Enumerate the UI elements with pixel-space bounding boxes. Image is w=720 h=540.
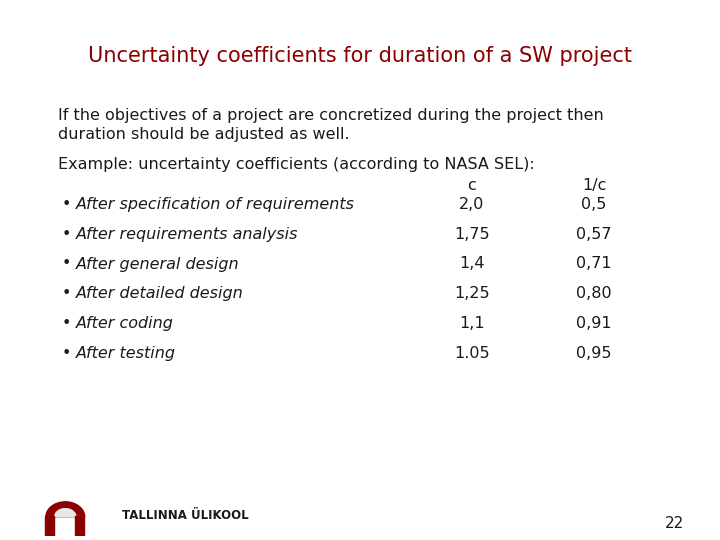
Text: Example: uncertainty coefficients (according to NASA SEL):: Example: uncertainty coefficients (accor… bbox=[58, 157, 534, 172]
Text: c: c bbox=[467, 178, 476, 193]
Text: •: • bbox=[61, 197, 71, 212]
Text: After specification of requirements: After specification of requirements bbox=[76, 197, 355, 212]
Text: TALLINNA ÜLIKOOL: TALLINNA ÜLIKOOL bbox=[122, 509, 249, 522]
Text: After requirements analysis: After requirements analysis bbox=[76, 227, 298, 242]
Text: If the objectives of a project are concretized during the project then: If the objectives of a project are concr… bbox=[58, 108, 603, 123]
Text: duration should be adjusted as well.: duration should be adjusted as well. bbox=[58, 127, 349, 142]
Text: After detailed design: After detailed design bbox=[76, 286, 243, 301]
Text: 22: 22 bbox=[665, 516, 684, 531]
Text: 2,0: 2,0 bbox=[459, 197, 485, 212]
Text: 0,80: 0,80 bbox=[576, 286, 612, 301]
Text: •: • bbox=[61, 316, 71, 331]
Text: 0,91: 0,91 bbox=[576, 316, 612, 331]
Text: 1,1: 1,1 bbox=[459, 316, 485, 331]
Text: •: • bbox=[61, 227, 71, 242]
Text: •: • bbox=[61, 286, 71, 301]
Text: 0,71: 0,71 bbox=[576, 256, 612, 272]
Text: 1,4: 1,4 bbox=[459, 256, 485, 272]
Text: After general design: After general design bbox=[76, 256, 239, 272]
Text: •: • bbox=[61, 346, 71, 361]
Text: After coding: After coding bbox=[76, 316, 174, 331]
Text: After testing: After testing bbox=[76, 346, 176, 361]
Text: 1,75: 1,75 bbox=[454, 227, 490, 242]
Text: 0,5: 0,5 bbox=[581, 197, 607, 212]
Text: 1/c: 1/c bbox=[582, 178, 606, 193]
Text: 1,25: 1,25 bbox=[454, 286, 490, 301]
Text: 0,95: 0,95 bbox=[576, 346, 612, 361]
Text: 1.05: 1.05 bbox=[454, 346, 490, 361]
Text: •: • bbox=[61, 256, 71, 272]
Text: 0,57: 0,57 bbox=[576, 227, 612, 242]
Text: Uncertainty coefficients for duration of a SW project: Uncertainty coefficients for duration of… bbox=[88, 46, 632, 66]
